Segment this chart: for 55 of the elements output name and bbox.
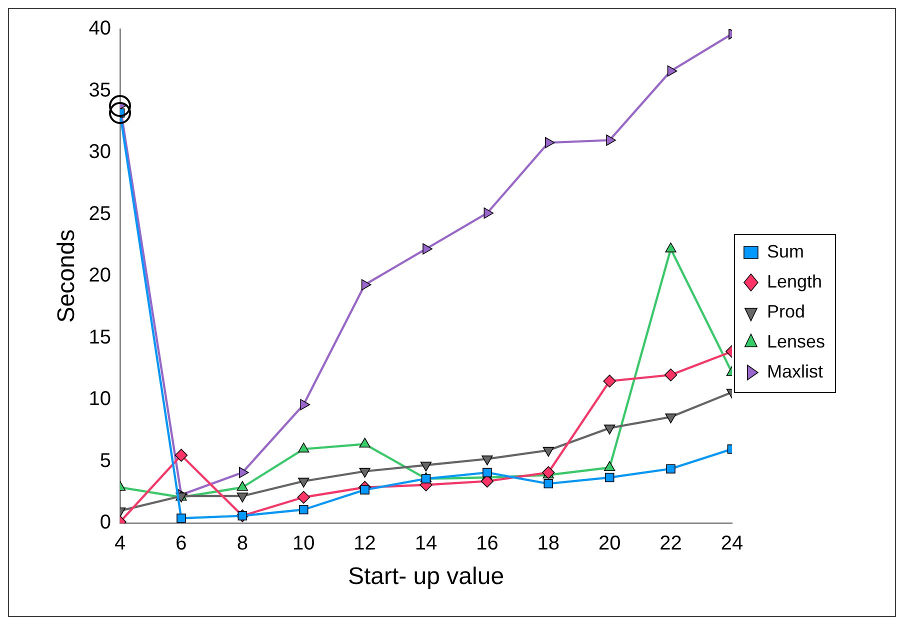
x-tick-label: 12 (354, 532, 376, 555)
point (542, 446, 554, 457)
y-tick-label: 20 (88, 264, 112, 287)
point (361, 279, 372, 290)
point (666, 464, 676, 474)
point (298, 478, 310, 488)
point (359, 468, 370, 478)
point (664, 368, 678, 382)
point (236, 492, 248, 502)
y-tick-label: 0 (100, 512, 112, 534)
y-tick-label: 5 (100, 450, 112, 472)
x-tick-label: 8 (236, 532, 248, 555)
y-tick-label: 40 (88, 18, 112, 40)
x-tick-label: 24 (720, 532, 744, 555)
point (174, 448, 188, 462)
point (239, 466, 249, 478)
x-tick-label: 20 (598, 532, 621, 555)
legend-label: Maxlist (766, 361, 823, 382)
x-tick-label: 4 (114, 532, 126, 555)
legend-label: Length (766, 271, 822, 292)
x-tick-label: 14 (414, 532, 438, 555)
y-tick-label: 10 (88, 388, 112, 410)
point (603, 374, 616, 388)
point (482, 468, 492, 478)
point (544, 479, 554, 488)
y-tick-label: 25 (88, 202, 112, 225)
point (297, 490, 310, 504)
legend-label: Lenses (766, 331, 826, 352)
point (604, 472, 614, 482)
legend-label: Prod (766, 301, 805, 322)
y-tick-label: 35 (88, 79, 112, 102)
x-axis-title: Start- up value (348, 563, 504, 590)
y-tick-label: 30 (88, 141, 112, 164)
point (484, 207, 494, 219)
point (300, 398, 310, 410)
point (667, 65, 678, 77)
legend-label: Sum (766, 241, 804, 262)
x-tick-label: 22 (660, 532, 682, 555)
x-tick-label: 18 (537, 532, 560, 555)
point (298, 504, 308, 514)
point (422, 243, 432, 255)
point (544, 137, 555, 148)
y-axis-title: Seconds (53, 229, 80, 323)
point (606, 134, 616, 146)
point (665, 414, 676, 424)
x-tick-label: 16 (476, 532, 498, 555)
y-tick-label: 15 (88, 326, 112, 348)
point (482, 456, 493, 466)
point (421, 474, 431, 484)
x-tick-label: 6 (176, 532, 187, 555)
point (604, 424, 616, 434)
point (420, 462, 432, 472)
x-tick-label: 10 (292, 532, 315, 555)
point (176, 514, 186, 523)
point (360, 485, 370, 494)
